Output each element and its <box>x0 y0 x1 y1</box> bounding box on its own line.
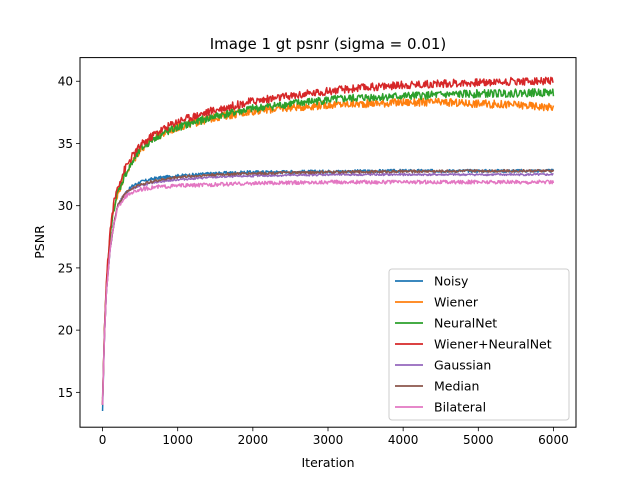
x-tick-label: 2000 <box>238 433 269 447</box>
y-tick-label: 40 <box>58 75 73 89</box>
series-line-neuralnet <box>101 88 555 405</box>
legend-box <box>388 268 570 421</box>
series-line-gaussian <box>101 172 554 405</box>
x-tick-label: 3000 <box>313 433 344 447</box>
legend-label: Wiener <box>434 295 479 310</box>
legend-label: Bilateral <box>434 400 486 415</box>
legend-label: Noisy <box>434 274 469 289</box>
y-tick-label: 20 <box>58 324 73 338</box>
x-tick-label: 4000 <box>388 433 419 447</box>
legend: Noisy Wiener NeuralNet Wiener+NeuralNet Gaus… <box>388 268 570 421</box>
y-tick-label: 25 <box>58 261 73 275</box>
legend-label: Gaussian <box>434 358 491 373</box>
series-line-median <box>101 168 555 399</box>
plot-lines <box>101 76 555 412</box>
y-axis-label: PSNR <box>32 225 47 259</box>
y-tick-label: 30 <box>58 199 73 213</box>
x-tick-label: 1000 <box>162 433 193 447</box>
series-line-wiener-neuralnet <box>101 76 554 405</box>
legend-label: NeuralNet <box>434 316 497 331</box>
series-line-bilateral <box>101 179 555 405</box>
x-tick-label: 5000 <box>463 433 494 447</box>
x-axis-label: Iteration <box>301 455 354 470</box>
x-axis-ticks: 0 1000 2000 3000 4000 5000 6000 <box>99 427 569 447</box>
y-axis-ticks: 15 20 25 30 35 40 <box>58 75 80 400</box>
x-tick-label: 6000 <box>538 433 569 447</box>
y-tick-label: 35 <box>58 137 73 151</box>
y-tick-label: 15 <box>58 386 73 400</box>
legend-label: Wiener+NeuralNet <box>434 337 552 352</box>
x-tick-label: 0 <box>99 433 107 447</box>
chart-title: Image 1 gt psnr (sigma = 0.01) <box>210 35 447 53</box>
legend-label: Median <box>434 379 479 394</box>
